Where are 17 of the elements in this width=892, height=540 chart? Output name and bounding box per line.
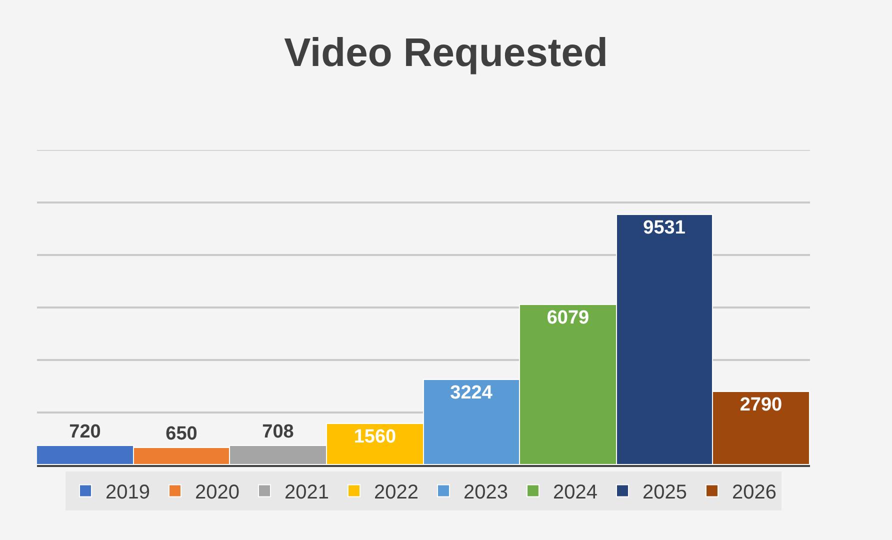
data-label: 1560 bbox=[354, 426, 396, 448]
legend-label: 2026 bbox=[732, 482, 776, 504]
data-label: 720 bbox=[69, 422, 101, 442]
legend-label: 2022 bbox=[374, 482, 418, 504]
data-label: 9531 bbox=[643, 218, 686, 238]
legend-label: 2019 bbox=[106, 482, 150, 504]
chart-title: Video Requested bbox=[284, 30, 608, 75]
legend-label: 2021 bbox=[284, 482, 329, 504]
data-label: 6079 bbox=[546, 308, 590, 328]
legend-label: 2024 bbox=[553, 482, 598, 504]
data-label: 3224 bbox=[450, 382, 493, 404]
legend-label: 2025 bbox=[642, 482, 687, 504]
data-label: 708 bbox=[262, 422, 294, 442]
legend-label: 2020 bbox=[195, 482, 240, 504]
data-label: 2790 bbox=[740, 394, 782, 416]
data-label: 650 bbox=[166, 424, 198, 444]
legend-label: 2023 bbox=[464, 482, 508, 504]
